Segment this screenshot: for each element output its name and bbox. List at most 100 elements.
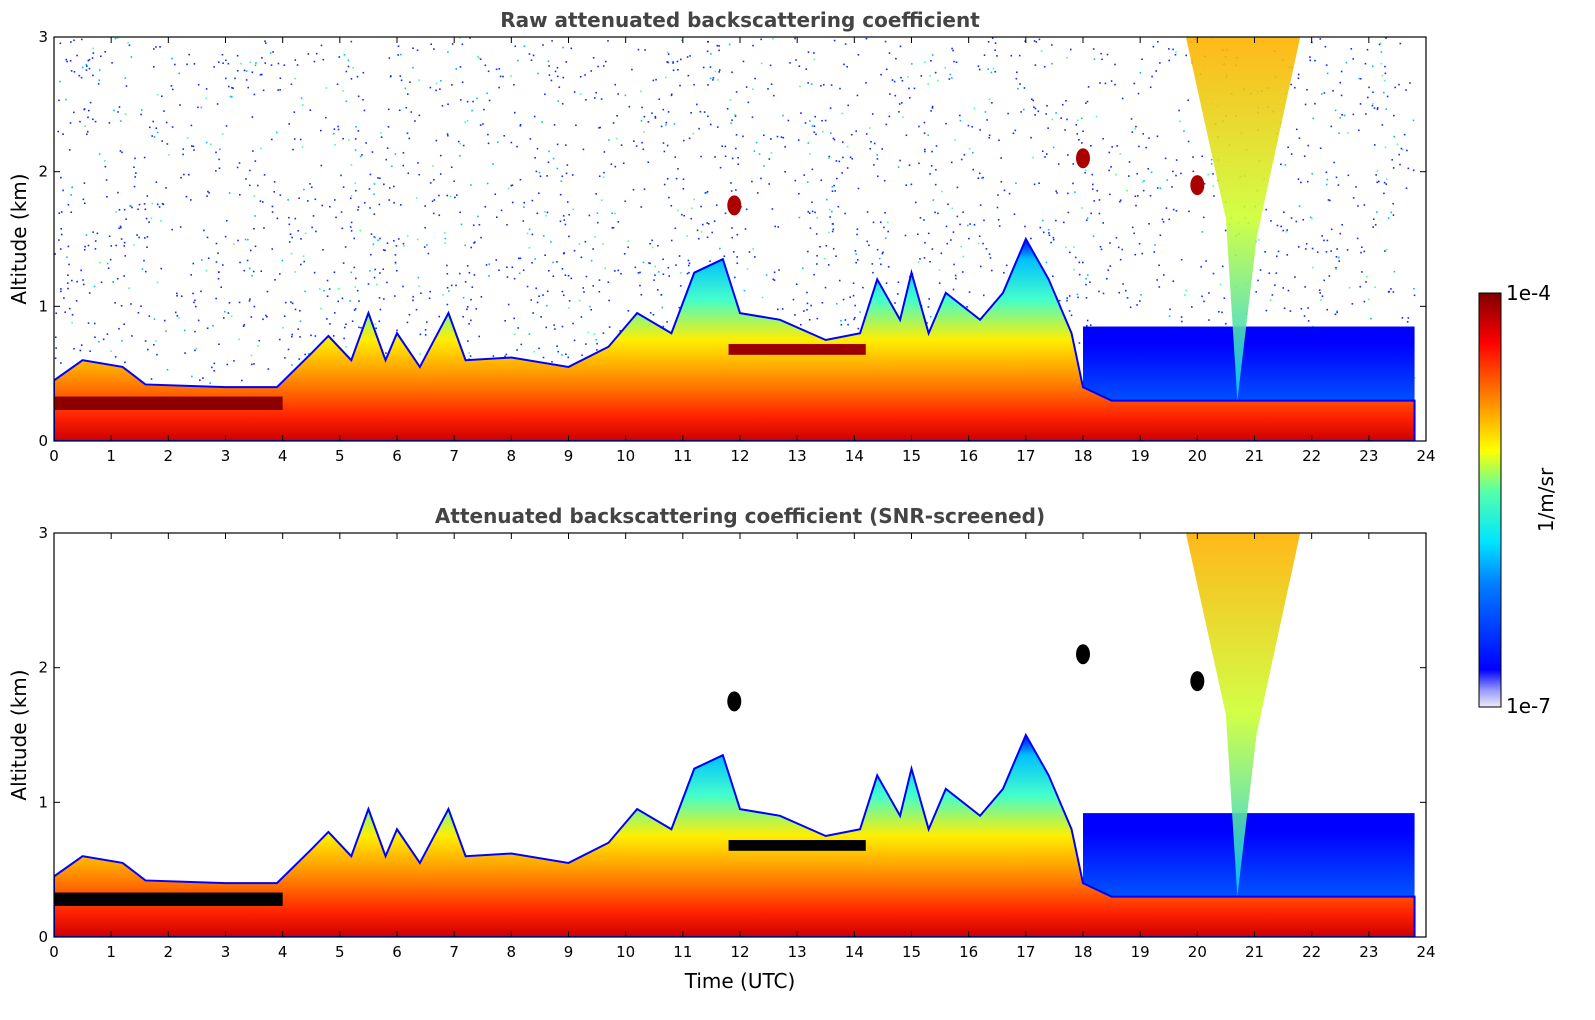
noise-point [1168, 218, 1171, 221]
noise-point [803, 310, 805, 312]
noise-point [1135, 204, 1137, 207]
x-tick-label: 2 [164, 943, 174, 961]
noise-point [143, 259, 145, 262]
noise-point [953, 263, 955, 266]
noise-point [1339, 117, 1342, 119]
noise-point [1138, 145, 1140, 148]
noise-point [253, 93, 256, 96]
noise-point [831, 185, 834, 188]
noise-point [1329, 199, 1331, 202]
noise-point [128, 44, 131, 47]
noise-point [840, 319, 842, 322]
noise-point [979, 204, 982, 206]
noise-point [227, 62, 230, 65]
noise-point [406, 321, 409, 324]
noise-point [510, 184, 513, 187]
noise-point [118, 227, 120, 230]
noise-point [808, 120, 811, 122]
noise-point [418, 285, 421, 288]
noise-point [1066, 297, 1068, 299]
noise-point [808, 318, 811, 321]
noise-point [1335, 176, 1338, 179]
noise-point [470, 319, 472, 322]
noise-point [754, 256, 756, 258]
noise-point [259, 73, 262, 76]
noise-point [614, 270, 616, 272]
noise-point [565, 61, 568, 63]
noise-point [430, 43, 432, 45]
noise-point [59, 80, 61, 83]
noise-point [362, 98, 364, 101]
noise-point [178, 317, 180, 319]
noise-point [707, 84, 709, 86]
noise-point [1392, 167, 1395, 169]
noise-point [833, 138, 836, 141]
noise-point [343, 54, 346, 56]
noise-point [338, 56, 341, 58]
noise-point [333, 312, 336, 314]
noise-point [1090, 212, 1092, 215]
noise-point [770, 152, 773, 154]
noise-point [301, 104, 304, 106]
noise-point [1345, 61, 1348, 64]
noise-point [429, 290, 432, 293]
noise-point [1172, 208, 1175, 211]
noise-point [945, 225, 948, 228]
noise-point [526, 285, 529, 288]
noise-point [279, 273, 281, 275]
noise-point [854, 250, 857, 252]
noise-point [1107, 269, 1110, 271]
noise-point [1076, 119, 1079, 122]
noise-point [1000, 180, 1003, 183]
noise-point [763, 165, 765, 167]
panel-screened: Attenuated backscattering coefficient (S… [7, 504, 1436, 993]
noise-point [140, 305, 142, 307]
noise-point [393, 202, 395, 204]
noise-point [474, 241, 476, 243]
noise-point [1391, 158, 1393, 161]
noise-point [320, 129, 322, 132]
noise-point [674, 156, 677, 158]
noise-point [952, 231, 955, 233]
noise-point [106, 195, 108, 198]
noise-point [857, 187, 860, 190]
noise-point [1290, 83, 1292, 86]
noise-point [935, 168, 937, 171]
noise-point [134, 176, 136, 178]
noise-point [686, 272, 689, 275]
noise-point [885, 282, 888, 284]
noise-point [712, 79, 714, 81]
noise-point [439, 154, 442, 157]
elevated-layer [728, 840, 866, 851]
noise-point [773, 279, 776, 281]
noise-point [823, 257, 826, 260]
noise-point [637, 48, 640, 51]
noise-point [1045, 261, 1048, 264]
x-tick-label: 19 [1131, 943, 1150, 961]
noise-point [290, 301, 292, 303]
noise-point [262, 89, 265, 92]
noise-point [133, 166, 135, 169]
boundary-layer [54, 236, 1416, 441]
noise-point [988, 136, 991, 139]
noise-point [608, 139, 610, 141]
x-tick-label: 4 [278, 447, 288, 465]
noise-point [894, 94, 897, 97]
chart-title: Raw attenuated backscattering coefficien… [500, 8, 980, 32]
noise-point [228, 192, 231, 194]
noise-point [1330, 250, 1332, 252]
noise-point [718, 49, 720, 52]
noise-point [466, 308, 468, 311]
noise-point [80, 76, 83, 79]
noise-point [492, 355, 495, 357]
noise-point [513, 111, 516, 114]
noise-point [1110, 166, 1112, 168]
noise-point [459, 37, 461, 39]
noise-point [373, 183, 376, 185]
noise-point [702, 66, 705, 69]
noise-point [110, 350, 112, 352]
noise-point [470, 246, 473, 249]
noise-point [60, 288, 62, 290]
noise-point [825, 244, 828, 247]
noise-point [322, 58, 325, 61]
